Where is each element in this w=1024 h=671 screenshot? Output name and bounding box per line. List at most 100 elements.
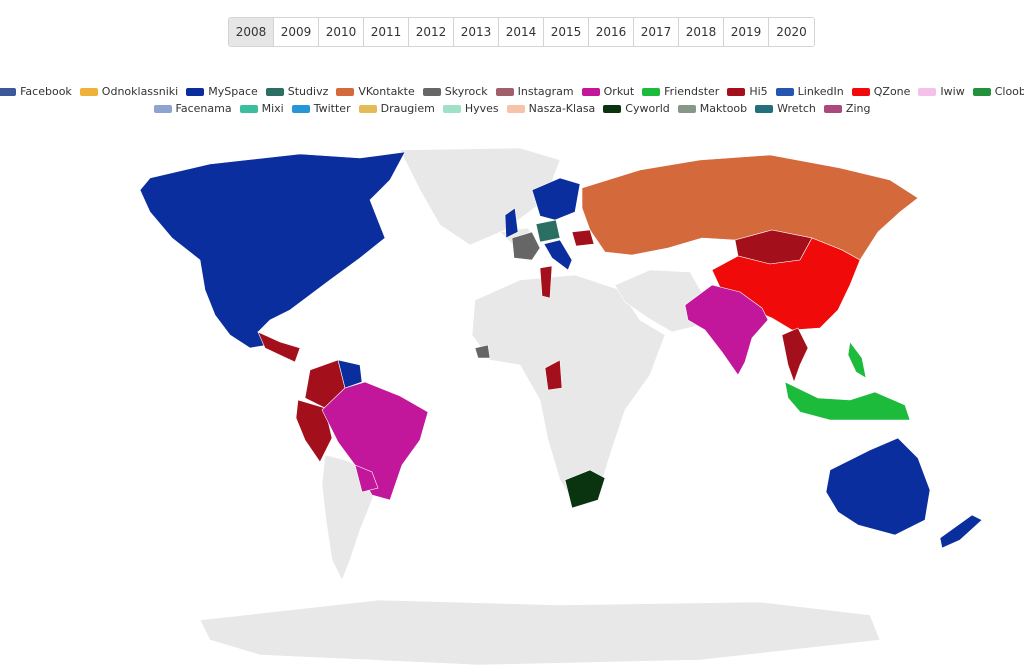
year-button-2008[interactable]: 2008: [229, 18, 274, 46]
legend-item-orkut[interactable]: Orkut: [581, 85, 635, 98]
legend-swatch: [851, 87, 870, 96]
legend-swatch: [506, 104, 525, 113]
region-thailand[interactable]: [781, 327, 809, 383]
legend-item-cloob[interactable]: Cloob: [972, 85, 1024, 98]
legend-swatch: [495, 87, 514, 96]
region-france[interactable]: [511, 231, 541, 261]
year-button-2016[interactable]: 2016: [589, 18, 634, 46]
region-antarctica[interactable]: [199, 599, 881, 666]
region-paraguay[interactable]: [354, 464, 379, 493]
legend-label: Cloob: [994, 85, 1024, 98]
region-senegal[interactable]: [474, 344, 491, 359]
legend-swatch: [442, 104, 461, 113]
legend-label: Wretch: [777, 102, 816, 115]
legend-item-linkedin[interactable]: LinkedIn: [775, 85, 844, 98]
year-button-2009[interactable]: 2009: [274, 18, 319, 46]
legend-label: Cyworld: [625, 102, 670, 115]
legend-swatch: [239, 104, 258, 113]
legend-swatch: [358, 104, 377, 113]
legend-label: Zing: [845, 102, 871, 115]
legend-item-instagram[interactable]: Instagram: [495, 85, 574, 98]
legend-label: MySpace: [208, 85, 258, 98]
legend-item-skyrock[interactable]: Skyrock: [422, 85, 488, 98]
legend-swatch: [291, 104, 310, 113]
region-australia[interactable]: [825, 437, 931, 536]
legend-item-cyworld[interactable]: Cyworld: [603, 102, 670, 115]
year-button-2020[interactable]: 2020: [769, 18, 814, 46]
region-algeria[interactable]: [539, 265, 553, 299]
legend-label: VKontakte: [358, 85, 415, 98]
year-button-2013[interactable]: 2013: [454, 18, 499, 46]
legend-swatch: [755, 104, 774, 113]
year-button-2011[interactable]: 2011: [364, 18, 409, 46]
world-map: [139, 147, 983, 666]
legend-label: Skyrock: [444, 85, 488, 98]
region-philippines[interactable]: [847, 341, 867, 379]
legend-swatch: [603, 104, 622, 113]
legend-item-friendster[interactable]: Friendster: [642, 85, 719, 98]
legend-label: Facebook: [20, 85, 72, 98]
legend-item-odnoklassniki[interactable]: Odnoklassniki: [79, 85, 179, 98]
legend-item-wretch[interactable]: Wretch: [755, 102, 816, 115]
legend-item-iwiw[interactable]: Iwiw: [918, 85, 965, 98]
legend-swatch: [422, 87, 441, 96]
legend-swatch: [823, 104, 842, 113]
legend-item-zing[interactable]: Zing: [823, 102, 871, 115]
legend-item-nasza-klasa[interactable]: Nasza-Klasa: [506, 102, 596, 115]
region-new-zealand[interactable]: [939, 514, 983, 549]
legend-item-studivz[interactable]: Studivz: [265, 85, 328, 98]
legend-label: Friendster: [664, 85, 720, 98]
region-greenland[interactable]: [399, 147, 561, 246]
legend-label: Iwiw: [940, 85, 965, 98]
legend-label: Hi5: [749, 85, 768, 98]
year-button-2010[interactable]: 2010: [319, 18, 364, 46]
year-button-2019[interactable]: 2019: [724, 18, 769, 46]
legend-row-1: Facebook Odnoklassniki MySpace Studivz VKont…: [0, 85, 1024, 98]
legend-item-hi5[interactable]: Hi5: [727, 85, 768, 98]
legend-swatch: [79, 87, 98, 96]
legend-swatch: [186, 87, 205, 96]
legend-swatch: [677, 104, 696, 113]
legend-item-vkontakte[interactable]: VKontakte: [336, 85, 415, 98]
year-button-2015[interactable]: 2015: [544, 18, 589, 46]
region-africa[interactable]: [471, 274, 666, 506]
region-romania[interactable]: [571, 229, 595, 247]
year-button-2017[interactable]: 2017: [634, 18, 679, 46]
legend-label: LinkedIn: [797, 85, 844, 98]
region-scandinavia[interactable]: [531, 177, 581, 221]
region-central-america[interactable]: [257, 331, 301, 363]
region-south-africa[interactable]: [564, 469, 606, 509]
region-north-america[interactable]: [139, 151, 406, 349]
year-selector: 2008 2009 2010 2011 2012 2013 2014 2015 2016 2017…: [228, 17, 815, 47]
year-button-2014[interactable]: 2014: [499, 18, 544, 46]
legend-swatch: [972, 87, 991, 96]
region-indonesia[interactable]: [784, 381, 911, 421]
region-uk[interactable]: [504, 207, 519, 239]
legend-swatch: [642, 87, 661, 96]
region-brazil[interactable]: [321, 381, 429, 501]
legend-item-myspace[interactable]: MySpace: [186, 85, 258, 98]
legend-label: Mixi: [261, 102, 284, 115]
legend-swatch: [775, 87, 794, 96]
legend-item-draugiem[interactable]: Draugiem: [358, 102, 435, 115]
legend-label: Orkut: [603, 85, 635, 98]
region-italy[interactable]: [543, 239, 573, 271]
region-cameroon[interactable]: [544, 359, 563, 391]
legend-label: Odnoklassniki: [101, 85, 179, 98]
legend-item-maktoob[interactable]: Maktoob: [677, 102, 748, 115]
year-button-2012[interactable]: 2012: [409, 18, 454, 46]
region-venezuela[interactable]: [337, 359, 363, 389]
year-button-2018[interactable]: 2018: [679, 18, 724, 46]
legend-swatch: [918, 87, 937, 96]
legend-item-qzone[interactable]: QZone: [851, 85, 910, 98]
legend-swatch: [0, 87, 17, 96]
legend-item-twitter[interactable]: Twitter: [291, 102, 351, 115]
legend-label: Nasza-Klasa: [528, 102, 596, 115]
region-germany[interactable]: [535, 219, 561, 243]
region-india[interactable]: [684, 284, 769, 376]
legend-item-mixi[interactable]: Mixi: [239, 102, 284, 115]
legend-item-facenama[interactable]: Facenama: [153, 102, 232, 115]
legend-label: Maktoob: [699, 102, 748, 115]
legend-item-hyves[interactable]: Hyves: [442, 102, 499, 115]
legend-item-facebook[interactable]: Facebook: [0, 85, 72, 98]
